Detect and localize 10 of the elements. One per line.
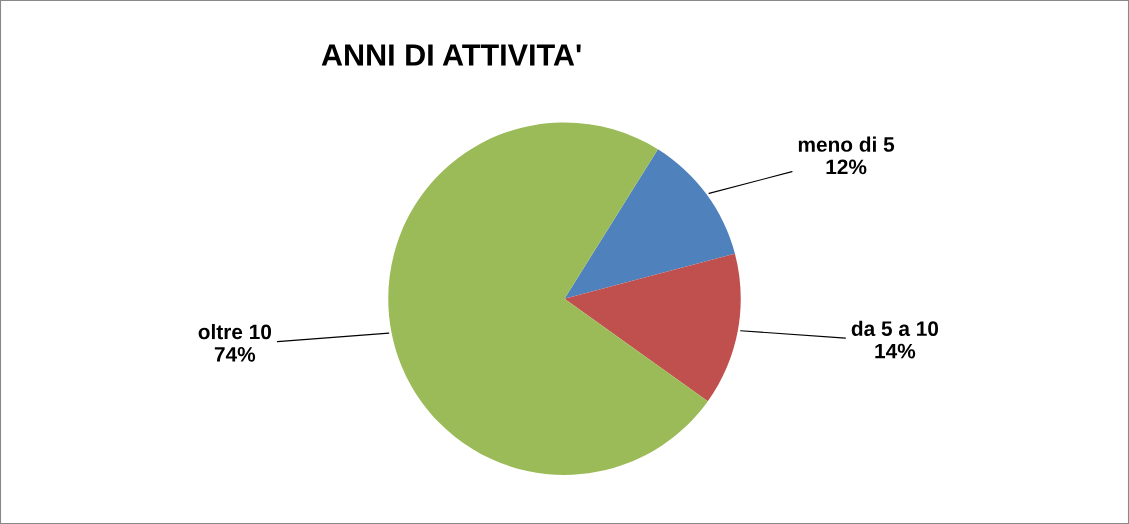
slice-label: meno di 5 (798, 136, 895, 152)
data-label: 74% (214, 347, 256, 362)
pie-slice (388, 122, 708, 475)
pie-slice (564, 253, 741, 402)
slice-label: oltre 10 (198, 323, 272, 340)
chart-title: ANNI DI ATTIVITA' (321, 44, 581, 66)
slice-label: da 5 a 10 (851, 320, 939, 337)
data-label: 14% (875, 343, 916, 359)
pie-slice (564, 149, 735, 299)
data-label: 12% (826, 159, 867, 175)
